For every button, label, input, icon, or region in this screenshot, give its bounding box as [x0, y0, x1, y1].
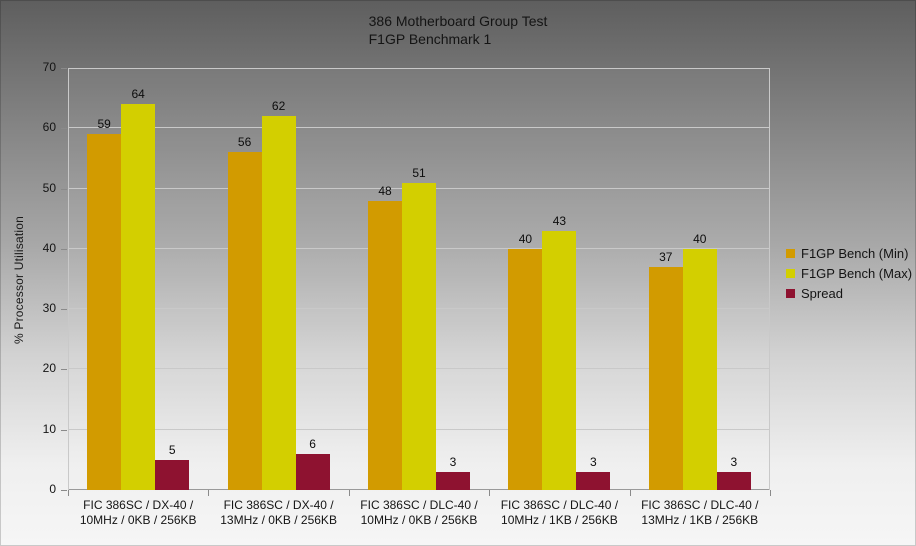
x-tick-mark — [770, 490, 771, 496]
category-label-line: 10MHz / 0KB / 256KB — [360, 513, 478, 527]
bar-f1gp-bench-max — [121, 104, 156, 490]
bar-f1gp-bench-min — [508, 248, 543, 490]
y-tick-mark — [61, 490, 67, 491]
legend-label: Spread — [801, 286, 843, 301]
legend-item: F1GP Bench (Max) — [786, 266, 912, 281]
category-label-line: FIC 386SC / DX-40 / — [83, 498, 194, 512]
category-label: FIC 386SC / DLC-40 /10MHz / 0KB / 256KB — [349, 498, 489, 528]
y-tick-mark — [61, 309, 67, 310]
y-tick-label: 20 — [42, 361, 56, 376]
legend-marker — [786, 269, 795, 278]
bar-spread — [295, 453, 330, 490]
bar-value-label: 6 — [309, 436, 316, 451]
y-tick-mark — [61, 249, 67, 250]
chart-subtitle: F1GP Benchmark 1 — [368, 31, 492, 47]
y-tick-label: 60 — [42, 120, 56, 135]
bar-value-label: 62 — [271, 99, 286, 114]
bar-f1gp-bench-max — [682, 248, 717, 490]
plot-left-edge — [68, 68, 69, 490]
category-label-line: 13MHz / 0KB / 256KB — [220, 513, 337, 527]
bar-f1gp-bench-min — [648, 266, 683, 490]
bar-value-label: 5 — [168, 442, 176, 457]
category-label: FIC 386SC / DLC-40 /10MHz / 1KB / 256KB — [489, 498, 629, 528]
plot-right-edge — [769, 68, 770, 490]
x-tick-mark — [348, 490, 350, 496]
gridline — [68, 127, 770, 128]
bar-spread — [716, 471, 751, 490]
category-label-line: 10MHz / 0KB / 256KB — [79, 513, 197, 527]
bar-f1gp-bench-min — [87, 134, 122, 490]
y-tick-mark — [61, 128, 67, 129]
bar-spread — [576, 471, 611, 490]
category-label: FIC 386SC / DX-40 /13MHz / 0KB / 256KB — [208, 498, 348, 528]
x-tick-mark — [68, 490, 69, 496]
bar-f1gp-bench-max — [402, 182, 436, 490]
category-label-line: FIC 386SC / DLC-40 / — [641, 498, 759, 512]
y-tick-label: 0 — [49, 482, 56, 496]
y-tick-label: 10 — [42, 421, 56, 436]
bar-spread — [155, 459, 190, 490]
legend: F1GP Bench (Min) F1GP Bench (Max) Spread — [786, 246, 912, 306]
y-tick-label: 50 — [42, 180, 56, 195]
category-label: FIC 386SC / DX-40 /10MHz / 0KB / 256KB — [68, 498, 208, 528]
category-label-line: 10MHz / 1KB / 256KB — [501, 513, 618, 527]
bar-value-label: 48 — [378, 183, 392, 198]
category-label-line: 13MHz / 1KB / 256KB — [641, 513, 759, 527]
y-tick-label: 40 — [42, 240, 56, 255]
y-tick-label: 70 — [42, 60, 56, 74]
bar-value-label: 43 — [552, 213, 567, 228]
bar-value-label: 40 — [693, 231, 707, 246]
y-tick-mark — [61, 369, 67, 370]
bar-value-label: 59 — [97, 117, 111, 132]
plot-area: 59 64 5 56 62 6 48 51 3 40 43 3 37 40 3 — [68, 68, 770, 490]
bar-value-label: 40 — [518, 231, 533, 246]
category-label-line: FIC 386SC / DX-40 / — [223, 498, 334, 512]
y-tick-mark — [61, 68, 67, 69]
legend-item: Spread — [786, 286, 912, 301]
legend-marker — [786, 249, 795, 258]
x-tick-mark — [489, 490, 491, 496]
bar-f1gp-bench-max — [261, 116, 296, 490]
chart-title-block: 386 Motherboard Group Test F1GP Benchmar… — [0, 12, 916, 48]
legend-label: F1GP Bench (Min) — [801, 246, 909, 261]
bar-value-label: 64 — [131, 87, 145, 102]
y-tick-label: 30 — [42, 301, 56, 316]
x-tick-mark — [208, 490, 210, 496]
legend-item: F1GP Bench (Min) — [786, 246, 912, 261]
bar-value-label: 56 — [237, 135, 252, 150]
y-tick-mark — [61, 430, 67, 431]
bar-value-label: 51 — [412, 165, 426, 180]
category-label-line: FIC 386SC / DLC-40 / — [360, 498, 478, 512]
x-tick-mark — [629, 490, 631, 496]
bar-value-label: 3 — [449, 454, 457, 469]
bar-value-label: 37 — [659, 249, 673, 264]
bar-value-label: 3 — [730, 454, 738, 469]
category-label: FIC 386SC / DLC-40 /13MHz / 1KB / 256KB — [630, 498, 770, 528]
bar-f1gp-bench-min — [368, 200, 402, 490]
y-tick-mark — [61, 189, 67, 190]
legend-label: F1GP Bench (Max) — [801, 266, 913, 281]
bar-spread — [436, 471, 470, 490]
legend-marker — [786, 289, 795, 298]
chart-title: 386 Motherboard Group Test — [368, 13, 548, 29]
gridline — [68, 68, 770, 69]
bar-f1gp-bench-max — [542, 230, 577, 490]
bar-f1gp-bench-min — [227, 152, 262, 490]
category-label-line: FIC 386SC / DLC-40 / — [500, 498, 619, 512]
bar-value-label: 3 — [590, 454, 597, 469]
